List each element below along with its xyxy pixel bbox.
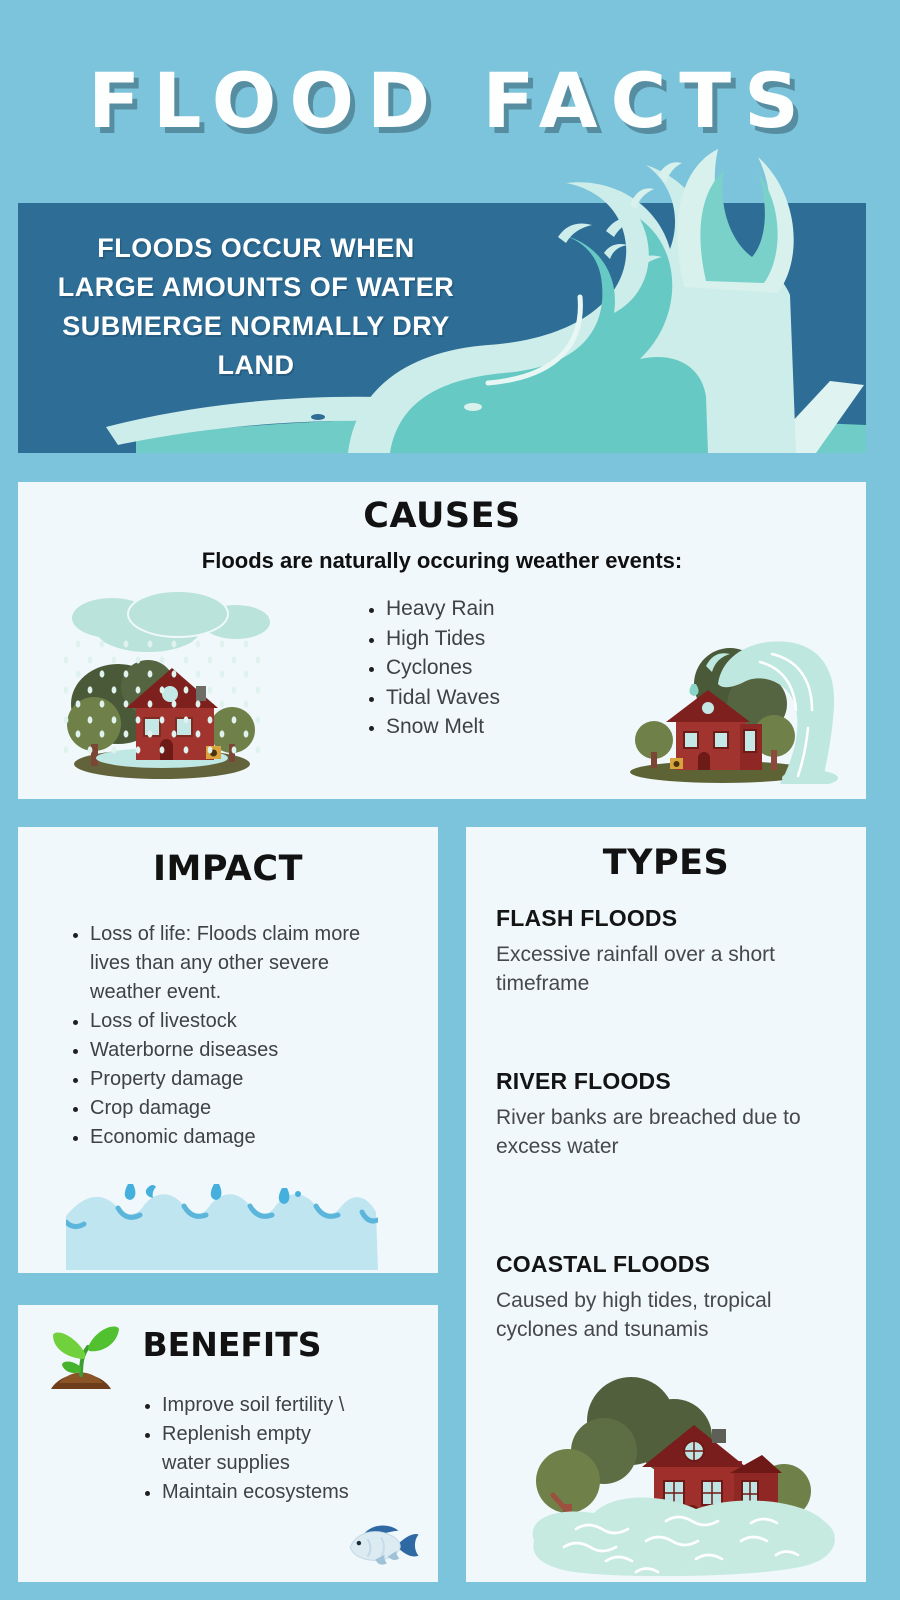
impact-panel: IMPACT Loss of life: Floods claim more l… <box>18 827 438 1273</box>
impact-item: Crop damage <box>90 1094 398 1123</box>
benefits-item: Replenish empty water supplies <box>162 1420 398 1478</box>
intro-line: FLOODS OCCUR WHEN <box>97 233 415 263</box>
fish-icon <box>349 1525 419 1565</box>
type-heading: RIVER FLOODS <box>496 1068 671 1094</box>
impact-item: Loss of life: Floods claim more lives th… <box>90 920 398 1007</box>
benefits-item: Maintain ecosystems <box>162 1478 398 1507</box>
impact-list: Loss of life: Floods claim more lives th… <box>58 920 398 1152</box>
type-entry-flash: FLASH FLOODS Excessive rainfall over a s… <box>496 905 832 998</box>
banner-wave-illustration <box>106 149 866 453</box>
rain-house-illustration <box>64 592 270 779</box>
impact-item: Waterborne diseases <box>90 1036 398 1065</box>
intro-banner: FLOODS OCCUR WHEN LARGE AMOUNTS OF WATER… <box>18 149 866 453</box>
causes-item: Cyclones <box>386 653 556 683</box>
tsunami-house-illustration <box>630 641 838 784</box>
benefits-item: Improve soil fertility \ <box>162 1391 398 1420</box>
causes-list: Heavy Rain High Tides Cyclones Tidal Wav… <box>356 594 556 742</box>
intro-text: FLOODS OCCUR WHEN LARGE AMOUNTS OF WATER… <box>44 229 468 385</box>
causes-item: High Tides <box>386 624 556 654</box>
benefits-list: Improve soil fertility \ Replenish empty… <box>138 1391 398 1507</box>
benefits-panel: BENEFITS Improve soil fertility \ Replen… <box>18 1305 438 1582</box>
type-description: River banks are breached due to excess w… <box>496 1106 801 1158</box>
causes-item: Tidal Waves <box>386 683 556 713</box>
type-entry-coastal: COASTAL FLOODS Caused by high tides, tro… <box>496 1251 832 1344</box>
causes-panel: CAUSES Floods are naturally occuring wea… <box>18 482 866 799</box>
type-heading: COASTAL FLOODS <box>496 1251 711 1277</box>
types-title: TYPES <box>602 843 730 883</box>
causes-item: Snow Melt <box>386 712 556 742</box>
types-panel: TYPES FLASH FLOODS Excessive rainfall ov… <box>466 827 866 1582</box>
impact-item: Loss of livestock <box>90 1007 398 1036</box>
impact-item: Property damage <box>90 1065 398 1094</box>
seedling-icon <box>51 1326 119 1389</box>
intro-line: LARGE AMOUNTS OF WATER <box>57 272 455 302</box>
flooded-house-illustration <box>532 1377 835 1577</box>
benefits-title: BENEFITS <box>142 1325 322 1364</box>
type-heading: FLASH FLOODS <box>496 905 678 931</box>
page-title: FLOOD FACTS <box>88 56 812 145</box>
causes-subtitle: Floods are naturally occuring weather ev… <box>201 548 683 573</box>
impact-title: IMPACT <box>153 849 303 889</box>
intro-line: SUBMERGE NORMALLY DRY <box>62 311 450 341</box>
causes-title: CAUSES <box>363 496 521 536</box>
type-description: Caused by high tides, tropical cyclones … <box>496 1289 772 1341</box>
type-description: Excessive rainfall over a short timefram… <box>496 943 775 995</box>
type-entry-river: RIVER FLOODS River banks are breached du… <box>496 1068 832 1161</box>
intro-line: LAND <box>217 350 295 380</box>
impact-item: Economic damage <box>90 1123 398 1152</box>
causes-item: Heavy Rain <box>386 594 556 624</box>
water-wave-illustration <box>66 1184 378 1270</box>
